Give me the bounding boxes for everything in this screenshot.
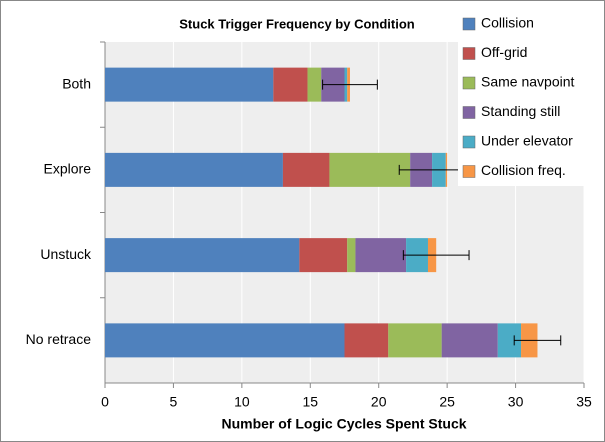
legend-swatch bbox=[462, 47, 476, 60]
error-bar bbox=[402, 250, 470, 261]
legend-label: Under elevator bbox=[481, 133, 573, 149]
legend-swatch bbox=[462, 106, 476, 119]
x-tick-label: 10 bbox=[234, 394, 250, 410]
bar-segment bbox=[497, 323, 522, 358]
x-tick-label: 0 bbox=[101, 394, 109, 410]
bar-segment bbox=[105, 323, 345, 358]
bar-segment bbox=[299, 238, 348, 273]
bar-segment bbox=[347, 238, 356, 273]
x-tick-label: 20 bbox=[371, 394, 387, 410]
y-tick-label: Both bbox=[62, 75, 91, 91]
bar-segment bbox=[344, 323, 389, 358]
legend-label: Off-grid bbox=[481, 44, 527, 60]
legend-swatch bbox=[462, 165, 476, 178]
legend-box bbox=[458, 8, 600, 186]
bar-segment bbox=[329, 152, 411, 187]
legend-swatch bbox=[462, 76, 476, 90]
bar-segment bbox=[105, 152, 283, 187]
x-tick-label: 35 bbox=[576, 394, 592, 410]
error-bar bbox=[322, 79, 378, 90]
legend-label: Standing still bbox=[481, 103, 560, 119]
legend-label: Same navpoint bbox=[481, 74, 575, 90]
bar-segment bbox=[273, 67, 308, 102]
y-tick-label: No retrace bbox=[26, 331, 92, 347]
y-tick-label: Explore bbox=[44, 161, 92, 177]
bar-segment bbox=[388, 323, 442, 358]
legend-swatch bbox=[462, 135, 476, 149]
legend-label: Collision freq. bbox=[481, 162, 566, 178]
bar-segment bbox=[105, 238, 300, 273]
chart-title: Stuck Trigger Frequency by Condition bbox=[179, 16, 415, 31]
error-bar bbox=[513, 335, 562, 346]
bar-segment bbox=[355, 238, 407, 273]
x-tick-label: 30 bbox=[508, 394, 524, 410]
x-tick-label: 25 bbox=[439, 394, 455, 410]
bar-segment bbox=[105, 67, 274, 102]
bar-segment bbox=[282, 152, 330, 187]
x-tick-label: 5 bbox=[170, 394, 178, 410]
x-tick-label: 15 bbox=[302, 394, 318, 410]
y-tick-label: Unstuck bbox=[40, 246, 92, 262]
legend-swatch bbox=[462, 17, 476, 31]
bar-segment bbox=[307, 67, 322, 102]
bar-segment bbox=[441, 323, 498, 358]
legend-label: Collision bbox=[481, 15, 534, 31]
x-axis-label: Number of Logic Cycles Spent Stuck bbox=[221, 416, 466, 432]
